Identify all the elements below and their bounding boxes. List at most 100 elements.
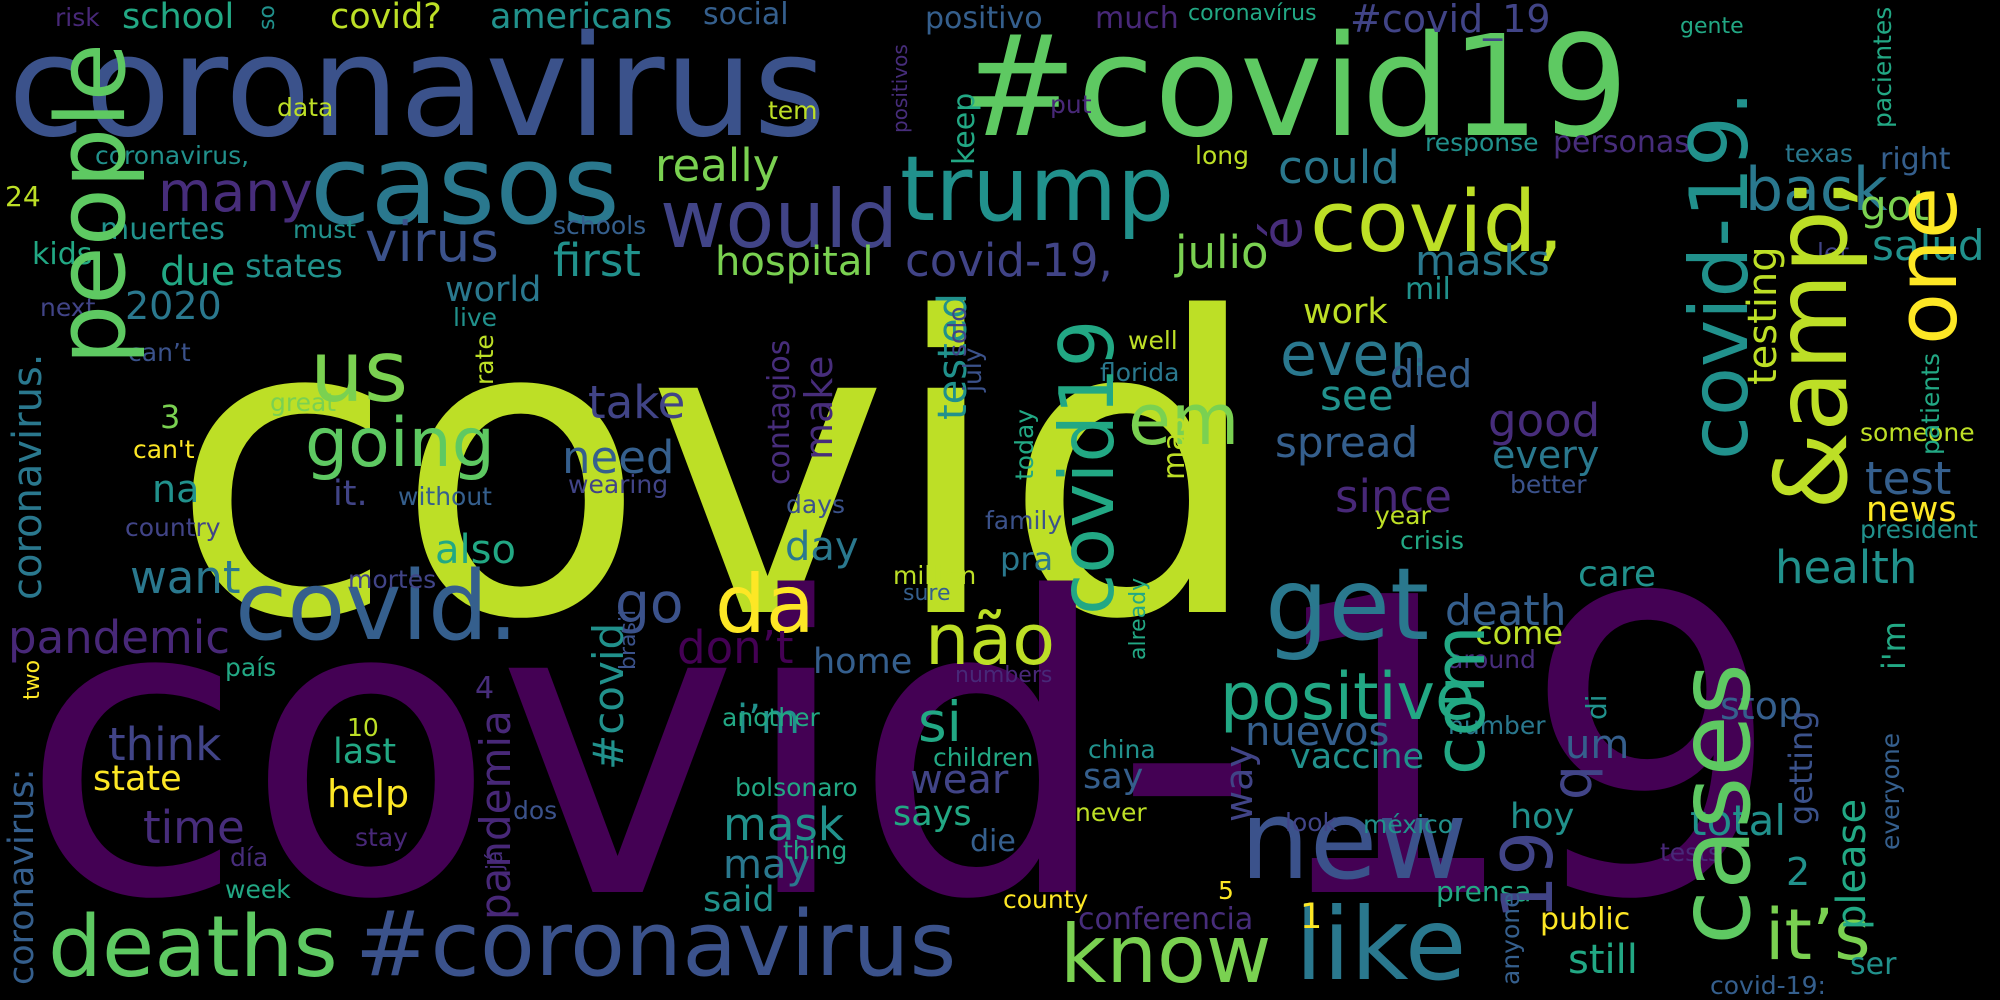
cloud-word: hospital (715, 239, 874, 285)
cloud-word: 24 (5, 180, 41, 213)
cloud-word: put (1050, 90, 1092, 119)
cloud-word: would (660, 173, 899, 266)
cloud-word: said (703, 880, 775, 920)
cloud-word: social (703, 0, 789, 32)
cloud-word: response (1425, 128, 1539, 157)
cloud-word: covid-19 (20, 511, 1783, 989)
cloud-word: masks (1415, 236, 1550, 285)
cloud-word: days (786, 490, 846, 519)
cloud-word: got (1860, 181, 1929, 230)
cloud-word: data (277, 93, 334, 122)
cloud-word: let (1817, 238, 1850, 267)
cloud-word: every (1492, 433, 1600, 477)
cloud-word: everyone (1876, 732, 1905, 850)
cloud-word: may (723, 842, 811, 888)
cloud-word: public (1540, 902, 1631, 937)
cloud-word: world (445, 270, 542, 310)
cloud-word: school (122, 0, 235, 37)
cloud-word: stay (355, 823, 408, 852)
cloud-word: die (970, 824, 1016, 859)
cloud-word: covid19 (1043, 319, 1131, 615)
cloud-word: não (925, 599, 1056, 681)
cloud-word: florida (1100, 358, 1180, 387)
cloud-word: someone (1860, 418, 1975, 447)
cloud-word: #covid_19 (1350, 0, 1551, 41)
cloud-word: covid-19, (905, 234, 1113, 287)
cloud-word: time (143, 801, 245, 854)
cloud-word: já (483, 850, 508, 870)
cloud-word: home (813, 642, 913, 682)
cloud-word: día (230, 843, 269, 872)
cloud-word: positivos (888, 44, 912, 133)
cloud-word: crisis (1400, 526, 1464, 555)
cloud-word: em (1128, 379, 1240, 461)
cloud-word: mil (1405, 272, 1451, 307)
cloud-word: could (1278, 141, 1400, 194)
cloud-word: million (893, 561, 977, 590)
cloud-word: death (1445, 586, 1567, 635)
cloud-word: virus (365, 210, 499, 274)
cloud-word: care (1578, 554, 1657, 595)
cloud-word: coronavirus, (95, 141, 250, 170)
cloud-word: getting (1782, 710, 1820, 825)
cloud-word: i’m (737, 697, 800, 743)
cloud-word: can’t (128, 338, 191, 367)
cloud-word: total (1690, 796, 1787, 845)
cloud-word: julio (1175, 226, 1269, 279)
cloud-word: tests (1660, 838, 1722, 867)
cloud-word: state (93, 759, 182, 799)
cloud-word: vaccine (1290, 737, 1425, 777)
cloud-word: us (310, 323, 409, 422)
cloud-word: q (1540, 765, 1604, 800)
cloud-word: coronavirus. (5, 353, 51, 600)
cloud-word: positivo (925, 1, 1043, 36)
cloud-word: dos (513, 796, 558, 825)
cloud-word: kids (32, 237, 93, 272)
cloud-word: test (1865, 452, 1952, 505)
cloud-word: says (893, 794, 972, 834)
cloud-word: positive (1220, 660, 1475, 735)
cloud-word: spread (1275, 418, 1419, 467)
cloud-word: way (1217, 745, 1261, 822)
cloud-word: around (1448, 645, 1536, 674)
cloud-word: like (1295, 886, 1467, 1000)
cloud-word: make (797, 355, 841, 460)
cloud-word: na (152, 467, 200, 511)
cloud-word: back (1745, 155, 1888, 225)
cloud-word: prensa (1436, 875, 1532, 908)
cloud-word: covid-19: (1710, 971, 1826, 1000)
cloud-word: another (722, 703, 820, 732)
cloud-word: states (245, 247, 343, 285)
cloud-word: trump (900, 137, 1175, 242)
cloud-word: please (1829, 798, 1875, 930)
cloud-word: hoy (1510, 797, 1575, 837)
cloud-word: risk (55, 3, 100, 32)
cloud-word: keep (947, 92, 982, 165)
cloud-word: never (1075, 798, 1147, 827)
cloud-word: texas (1785, 139, 1853, 168)
cloud-word: país (225, 653, 277, 682)
cloud-word: see (1320, 371, 1394, 420)
cloud-word: want (130, 551, 241, 604)
cloud-word: sure (903, 581, 951, 606)
cloud-word: covid (170, 231, 1264, 709)
cloud-word: pra (1000, 540, 1054, 578)
cloud-word: di (1580, 694, 1613, 720)
cloud-word: two (20, 659, 45, 700)
cloud-word: méxico (1363, 810, 1454, 839)
cloud-word: 1 (1300, 897, 1323, 937)
cloud-word: #coronavirus (355, 892, 957, 997)
cloud-word: say (1083, 757, 1144, 797)
cloud-word: contagios (762, 339, 797, 485)
cloud-word: it. (333, 474, 368, 514)
cloud-word: since (1335, 470, 1452, 523)
cloud-word: think (108, 718, 222, 771)
cloud-word: day (785, 524, 859, 570)
cloud-word: long (1195, 141, 1249, 170)
cloud-word: president (1860, 515, 1978, 544)
cloud-word: don’t (677, 621, 794, 674)
cloud-word: last (333, 732, 397, 772)
cloud-word: it’s (1765, 894, 1871, 976)
cloud-word: nuevos (1245, 709, 1390, 755)
